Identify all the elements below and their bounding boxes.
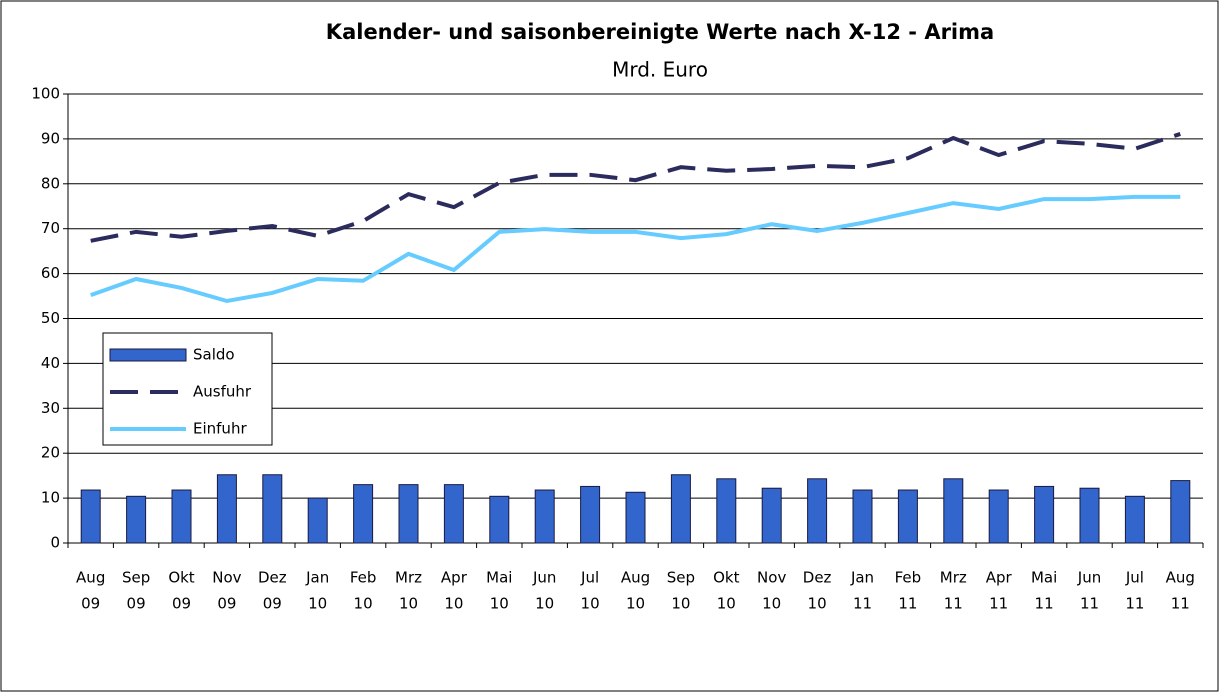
chart-title: Kalender- und saisonbereinigte Werte nac…: [326, 20, 994, 44]
x-tick-label: 11: [944, 595, 963, 613]
x-tick-label: 10: [762, 595, 781, 613]
bar: [262, 474, 283, 544]
x-tick-label: 09: [127, 595, 146, 613]
x-tick-label: 10: [399, 595, 418, 613]
y-tick-label: 70: [41, 219, 60, 237]
y-tick-label: 30: [41, 399, 60, 417]
bar: [443, 484, 464, 544]
x-tick-label: Jan: [305, 569, 329, 587]
bar: [807, 478, 828, 544]
bar: [625, 491, 646, 544]
x-tick-label: Jun: [532, 569, 556, 587]
x-tick-label: Dez: [258, 569, 287, 587]
bar: [1124, 495, 1145, 544]
legend-label: Saldo: [193, 346, 235, 364]
x-tick-label: Apr: [986, 569, 1013, 587]
bar: [534, 489, 555, 544]
bar: [852, 489, 873, 544]
bar: [307, 497, 328, 544]
chart-subtitle: Mrd. Euro: [612, 58, 708, 82]
y-tick-label: 90: [41, 129, 60, 147]
x-tick-label: Aug: [1166, 569, 1195, 587]
x-tick-label: Aug: [76, 569, 105, 587]
x-tick-label: 10: [671, 595, 690, 613]
x-tick-label: Jan: [850, 569, 874, 587]
x-tick-label: Okt: [713, 569, 739, 587]
bar: [580, 485, 601, 544]
x-tick-label: Feb: [350, 569, 377, 587]
x-tick-label: 11: [853, 595, 872, 613]
bar: [489, 495, 510, 544]
line: [90, 194, 1181, 304]
x-tick-label: 11: [1080, 595, 1099, 613]
x-tick-label: Aug: [621, 569, 650, 587]
x-tick-label: Sep: [122, 569, 150, 587]
x-tick-label: Sep: [667, 569, 695, 587]
bar: [988, 489, 1009, 544]
y-tick-label: 60: [41, 264, 60, 282]
x-tick-label: 10: [626, 595, 645, 613]
x-tick-label: 10: [808, 595, 827, 613]
x-tick-label: 11: [989, 595, 1008, 613]
x-tick-label: 09: [217, 595, 236, 613]
x-tick-label: Jun: [1077, 569, 1101, 587]
x-tick-label: Mai: [1031, 569, 1057, 587]
y-tick-label: 0: [50, 534, 60, 552]
legend-label: Ausfuhr: [193, 383, 252, 401]
bar: [398, 484, 419, 544]
bar: [1034, 485, 1055, 544]
bar: [171, 489, 192, 544]
bar: [126, 495, 147, 544]
x-tick-label: Feb: [895, 569, 922, 587]
y-tick-label: 10: [41, 489, 60, 507]
x-tick-label: 09: [263, 595, 282, 613]
x-tick-label: 10: [490, 595, 509, 613]
legend-swatch: [109, 348, 187, 362]
x-tick-label: 11: [1171, 595, 1190, 613]
x-tick-label: Mai: [486, 569, 512, 587]
x-tick-label: Nov: [212, 569, 241, 587]
x-tick-label: 11: [898, 595, 917, 613]
x-tick-label: Nov: [757, 569, 786, 587]
line: [90, 132, 1181, 243]
x-tick-label: 09: [81, 595, 100, 613]
bar: [1079, 487, 1100, 544]
x-tick-label: 10: [444, 595, 463, 613]
x-tick-label: Mrz: [395, 569, 422, 587]
y-tick-label: 50: [41, 309, 60, 327]
x-tick-label: Dez: [803, 569, 832, 587]
bar: [897, 489, 918, 544]
y-tick-label: 40: [41, 354, 60, 372]
y-tick-label: 80: [41, 174, 60, 192]
bar: [216, 474, 237, 544]
y-tick-label: 100: [31, 85, 60, 103]
bar: [353, 484, 374, 544]
x-tick-label: Jul: [580, 569, 599, 587]
y-tick-label: 20: [41, 444, 60, 462]
x-tick-label: 11: [1125, 595, 1144, 613]
x-tick-label: 10: [581, 595, 600, 613]
x-tick-label: 10: [354, 595, 373, 613]
bar: [943, 478, 964, 544]
x-tick-label: 09: [172, 595, 191, 613]
bar: [761, 487, 782, 544]
x-tick-label: 10: [717, 595, 736, 613]
x-tick-label: Jul: [1125, 569, 1144, 587]
bar: [1170, 480, 1191, 544]
x-tick-label: Apr: [441, 569, 468, 587]
x-tick-label: Mrz: [940, 569, 967, 587]
x-tick-label: 11: [1035, 595, 1054, 613]
bar: [716, 478, 737, 544]
x-tick-label: 10: [308, 595, 327, 613]
x-tick-label: 10: [535, 595, 554, 613]
bar: [80, 489, 101, 544]
bar: [670, 474, 691, 544]
x-tick-label: Okt: [168, 569, 194, 587]
legend-label: Einfuhr: [193, 420, 247, 438]
